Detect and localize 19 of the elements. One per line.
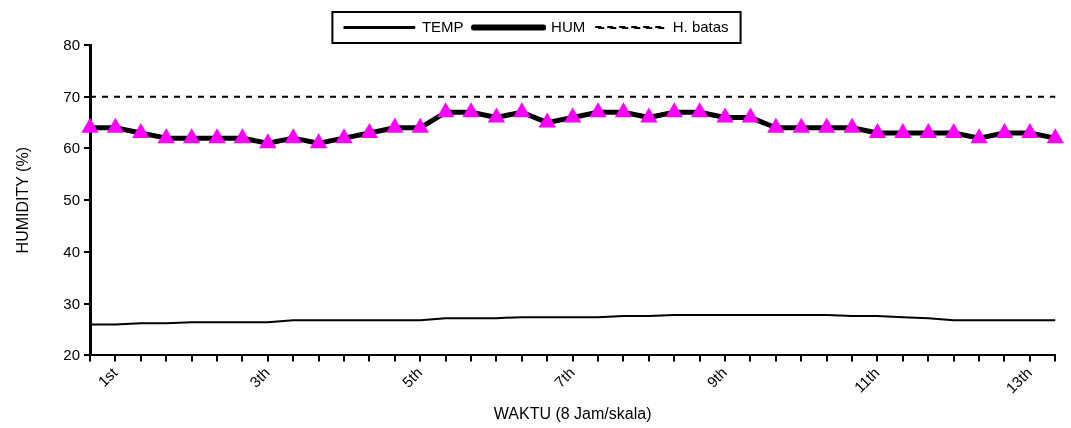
x-axis-title: WAKTU (8 Jam/skala) — [493, 404, 652, 422]
y-tick-label: 60 — [63, 139, 80, 157]
x-tick-label: 9th — [703, 363, 731, 391]
legend-label: H. batas — [672, 17, 729, 35]
y-axis-title: HUMIDITY (%) — [14, 147, 32, 254]
x-tick-label: 7th — [550, 363, 578, 391]
x-tick-label: 3th — [246, 363, 273, 391]
legend-label: TEMP — [421, 17, 464, 35]
y-tick-label: 20 — [63, 346, 80, 364]
y-tick-label: 30 — [63, 294, 80, 312]
y-tick-label: 50 — [63, 191, 80, 209]
y-tick-label: 40 — [63, 242, 80, 260]
x-tick-label: 5th — [398, 363, 426, 391]
x-tick-label: 13th — [1002, 363, 1035, 397]
x-tick-label: 11th — [850, 363, 883, 396]
x-tick-label: 1st — [94, 363, 122, 390]
y-tick-label: 70 — [63, 87, 80, 105]
legend-label: HUM — [551, 17, 586, 35]
y-tick-label: 80 — [63, 36, 80, 53]
